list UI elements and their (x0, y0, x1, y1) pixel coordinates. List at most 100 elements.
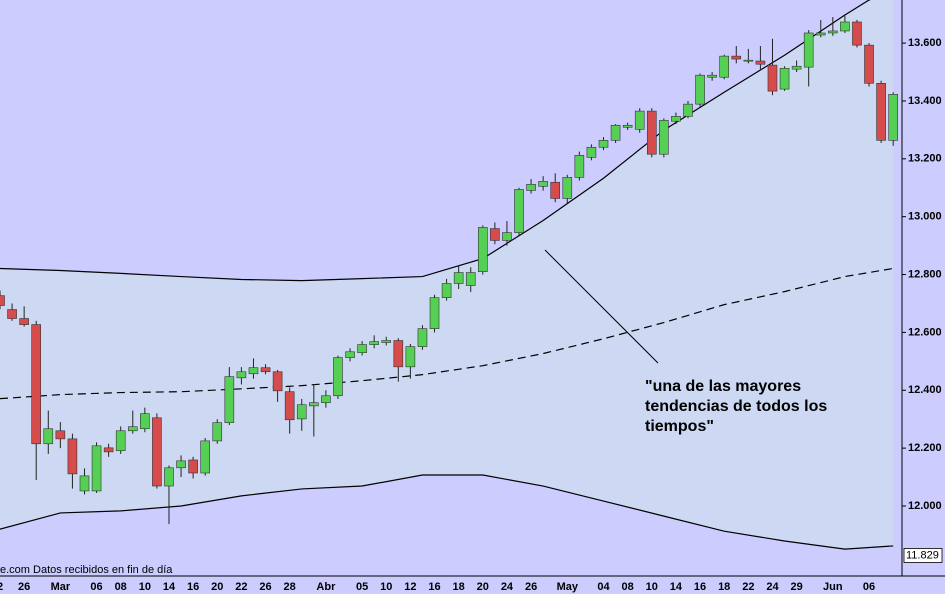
candle-body (852, 21, 862, 46)
candle-body (683, 103, 693, 117)
y-tick-label: 12.800 (908, 268, 942, 280)
last-value-box (903, 548, 943, 563)
candle-body (43, 428, 54, 445)
x-tick-label: 05 (356, 581, 368, 593)
x-tick-label: 22 (235, 581, 247, 593)
x-tick-label: 12 (404, 581, 416, 593)
y-tick-label: 13.600 (908, 37, 942, 49)
x-tick-label: 26 (259, 581, 271, 593)
x-tick-label: 16 (187, 581, 199, 593)
candle-body (538, 181, 548, 187)
candle-body (659, 120, 669, 155)
candle-body (586, 146, 597, 158)
candle-body (127, 426, 138, 432)
candle-body (91, 445, 102, 492)
annotation-pointer (544, 249, 659, 364)
candle-body (574, 155, 585, 178)
candle-body (31, 324, 42, 445)
candle-body (707, 74, 717, 78)
candle-body (876, 83, 886, 141)
x-tick-label: 16 (428, 581, 440, 593)
candle-body (791, 65, 802, 70)
x-tick-label: 06 (863, 581, 875, 593)
footer-note: e.com Datos recibidos en fin de día (0, 564, 173, 576)
candle-body (200, 440, 210, 474)
x-tick-label: 20 (477, 581, 489, 593)
candle-body (272, 371, 283, 392)
candle-body (357, 344, 367, 353)
candle-body (188, 459, 198, 474)
candle-body (477, 227, 488, 272)
x-tick-label: 10 (646, 581, 658, 593)
x-tick-label: Jun (823, 581, 843, 593)
candle-body (526, 183, 536, 191)
candle-body (441, 283, 452, 298)
candle-body (417, 328, 428, 347)
x-tick-label: 14 (163, 581, 176, 593)
x-tick-label: 26 (18, 581, 30, 593)
candle-body (731, 55, 742, 60)
candle-body (67, 438, 78, 475)
candle-body (671, 115, 681, 122)
candle-body (453, 272, 464, 284)
annotation-line: "una de las mayores (645, 378, 801, 395)
candle-body (888, 94, 898, 141)
y-tick-label: 12.200 (908, 442, 942, 454)
annotation-line: tiempos" (645, 418, 714, 435)
x-tick-label: 10 (139, 581, 151, 593)
x-tick-label: Abr (316, 581, 336, 593)
candle-body (634, 110, 645, 130)
candle-body (755, 60, 766, 65)
band-line (0, 474, 894, 550)
candle-body (465, 272, 476, 286)
x-tick-label: 14 (670, 581, 683, 593)
x-tick-label: 29 (790, 581, 802, 593)
candle-body (610, 124, 621, 141)
candle-body (743, 59, 754, 62)
candle-body (369, 341, 379, 345)
candle-body (212, 422, 223, 442)
candle-body (840, 21, 850, 32)
candle-body (598, 140, 609, 148)
candle-body (115, 430, 126, 452)
candle-body (803, 32, 814, 68)
candle-body (0, 295, 5, 306)
candle-body (405, 346, 416, 368)
candle-body (514, 189, 524, 233)
candle-body (284, 391, 295, 421)
candle-body (695, 74, 705, 105)
candle-body (393, 340, 404, 368)
candle-body (550, 181, 561, 199)
x-tick-label: 26 (525, 581, 537, 593)
candle-body (260, 367, 271, 373)
x-tick-label: 20 (211, 581, 223, 593)
y-tick-label: 12.600 (908, 326, 942, 338)
x-tick-label: 28 (284, 581, 296, 593)
x-tick-label: 04 (597, 581, 610, 593)
candle-body (345, 351, 355, 358)
x-tick-label: May (557, 581, 579, 593)
x-tick-label: 16 (694, 581, 706, 593)
last-value-label: 11.829 (906, 549, 939, 561)
candle-body (767, 64, 778, 92)
candle-body (19, 318, 29, 325)
y-tick-label: 13.000 (908, 211, 942, 223)
candle-body (248, 367, 259, 375)
candle-body (309, 402, 319, 407)
x-tick-label: 18 (453, 581, 465, 593)
candle-body (719, 55, 730, 78)
candle-body (815, 32, 826, 36)
candle-body (236, 371, 247, 379)
candle-body (55, 430, 66, 440)
candle-body (828, 30, 838, 34)
candle-body (224, 376, 235, 423)
band-fill (0, 0, 894, 550)
candle-body (864, 44, 874, 84)
candle-body (333, 357, 343, 397)
candle-body (7, 309, 17, 319)
y-tick-label: 12.400 (908, 384, 942, 396)
x-tick-label: 18 (718, 581, 730, 593)
candle-body (381, 340, 392, 343)
candle-body (779, 67, 790, 90)
